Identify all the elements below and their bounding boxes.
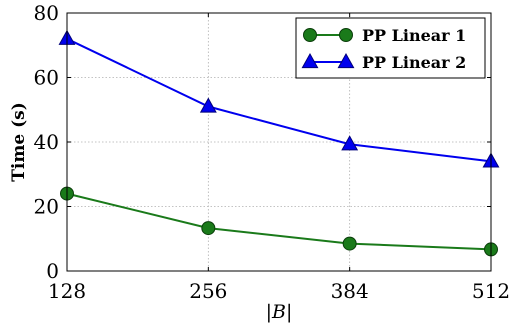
data-point (199, 97, 217, 113)
y-axis-label: Time (s) (9, 102, 29, 182)
data-point (341, 135, 359, 151)
x-tick-label: 384 (331, 279, 369, 303)
data-point (201, 221, 216, 236)
legend-marker (301, 52, 319, 69)
series-group (60, 186, 498, 257)
x-tick-label: 128 (48, 279, 86, 303)
x-axis-label: |B| (266, 301, 293, 323)
legend-marker (337, 52, 355, 69)
y-tick-label: 80 (34, 1, 59, 25)
legend-marker (303, 28, 317, 42)
x-tick-label: 256 (189, 279, 227, 303)
tick-labels: 128 256 384 512 0 20 40 60 80 (34, 1, 511, 303)
legend-label: PP Linear 1 (362, 26, 466, 45)
y-tick-label: 20 (34, 195, 59, 219)
legend-label: PP Linear 2 (362, 53, 466, 72)
legend-box (295, 17, 486, 79)
y-tick-label: 40 (34, 130, 59, 154)
legend-marker (339, 28, 353, 42)
series-line (66, 37, 492, 163)
x-tick-label: 512 (472, 279, 510, 303)
y-tick-label: 0 (46, 259, 59, 283)
series-line (66, 192, 492, 251)
y-tick-label: 60 (34, 66, 59, 90)
data-point (342, 236, 357, 251)
legend: PP Linear 1 PP Linear 2 (295, 17, 486, 79)
